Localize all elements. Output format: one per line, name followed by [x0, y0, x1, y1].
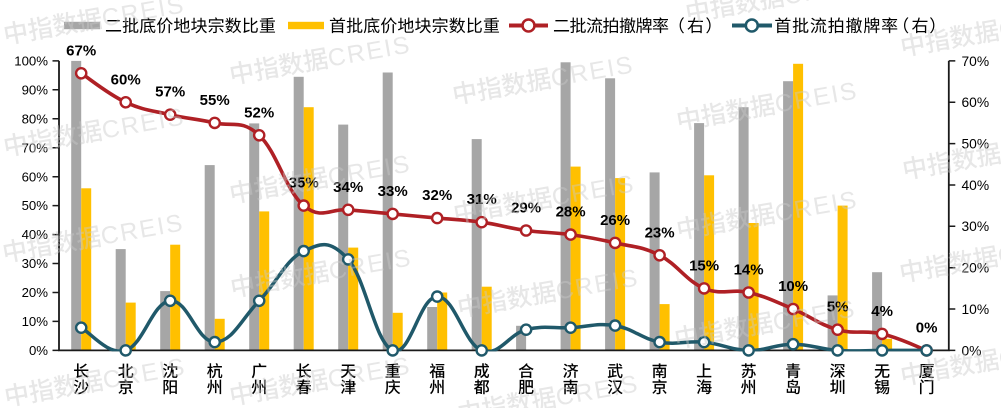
- svg-text:0%: 0%: [962, 343, 982, 358]
- svg-text:0%: 0%: [916, 319, 938, 336]
- svg-text:15%: 15%: [689, 257, 719, 274]
- svg-text:60%: 60%: [962, 95, 990, 110]
- svg-text:30%: 30%: [962, 219, 990, 234]
- svg-text:50%: 50%: [962, 137, 990, 152]
- svg-text:4%: 4%: [871, 303, 893, 320]
- svg-text:80%: 80%: [22, 111, 49, 126]
- svg-text:32%: 32%: [422, 187, 452, 204]
- svg-text:60%: 60%: [22, 169, 49, 184]
- svg-text:70%: 70%: [962, 54, 990, 69]
- svg-text:55%: 55%: [200, 92, 230, 109]
- svg-text:23%: 23%: [645, 224, 675, 241]
- svg-text:20%: 20%: [22, 285, 49, 300]
- svg-text:30%: 30%: [22, 256, 49, 271]
- svg-text:52%: 52%: [244, 104, 274, 121]
- svg-text:26%: 26%: [600, 212, 630, 229]
- svg-text:100%: 100%: [14, 54, 48, 69]
- svg-text:57%: 57%: [155, 84, 185, 101]
- svg-text:10%: 10%: [22, 314, 49, 329]
- svg-text:33%: 33%: [378, 183, 408, 200]
- svg-text:14%: 14%: [734, 262, 764, 279]
- svg-text:10%: 10%: [778, 278, 808, 295]
- svg-text:67%: 67%: [66, 42, 96, 59]
- svg-text:10%: 10%: [962, 302, 990, 317]
- svg-text:60%: 60%: [111, 71, 141, 88]
- svg-text:40%: 40%: [22, 227, 49, 242]
- svg-text:90%: 90%: [22, 82, 49, 97]
- svg-text:40%: 40%: [962, 178, 990, 193]
- svg-text:50%: 50%: [22, 198, 49, 213]
- svg-text:0%: 0%: [29, 343, 48, 358]
